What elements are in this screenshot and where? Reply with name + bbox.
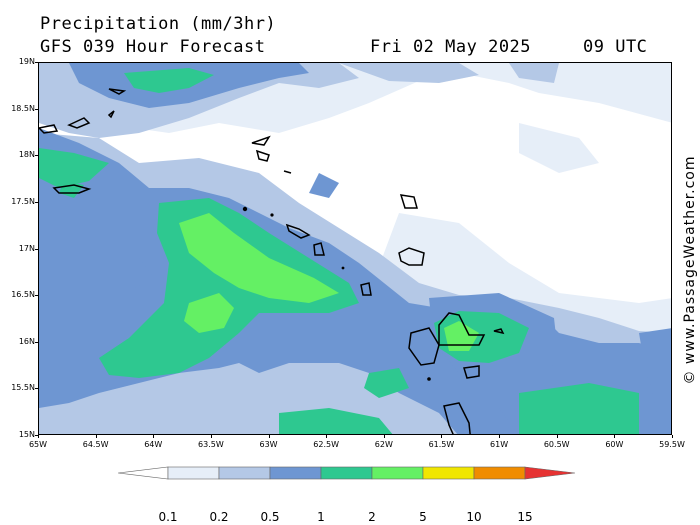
legend-label: 5 [419, 510, 427, 524]
lon-label: 63W [259, 440, 278, 449]
lon-tick [383, 435, 385, 438]
legend-label: 0.5 [260, 510, 280, 524]
lon-tick [672, 435, 673, 438]
legend-label: 15 [517, 510, 533, 524]
legend-label: 10 [466, 510, 482, 524]
small-islands [242, 206, 431, 381]
legend-label: 0.2 [209, 510, 229, 524]
watermark: © www.PassageWeather.com [682, 155, 698, 385]
forecast-label: GFS 039 Hour Forecast [40, 37, 266, 57]
lat-tick [35, 108, 38, 110]
lon-tick [614, 435, 616, 438]
lat-tick [35, 155, 38, 157]
legend-swatch [371, 466, 424, 480]
lat-tick [35, 248, 38, 250]
lat-tick [35, 341, 38, 343]
lon-label: 60W [605, 440, 624, 449]
lat-label: 18.5N [11, 103, 35, 113]
legend-label: 0.1 [158, 510, 178, 524]
lon-tick [499, 435, 501, 438]
lat-tick [35, 62, 38, 63]
forecast-time: 09 UTC [583, 37, 648, 57]
lon-tick [441, 435, 443, 438]
lon-tick [268, 435, 270, 438]
lon-tick [95, 435, 97, 438]
lon-label: 62.5W [313, 440, 340, 449]
lon-label: 61W [490, 440, 509, 449]
lat-label: 16.5N [11, 290, 35, 300]
map-canvas [39, 63, 671, 434]
lat-label: 15.5N [11, 383, 35, 393]
lat-label: 15N [18, 430, 35, 439]
precip-level-2 [179, 213, 479, 351]
lon-tick [556, 435, 558, 438]
coastlines [39, 88, 505, 434]
legend-label: 1 [317, 510, 325, 524]
legend-label: 2 [368, 510, 376, 524]
legend-swatch [167, 466, 220, 480]
lon-tick [210, 435, 212, 438]
lon-label: 62W [374, 440, 393, 449]
lat-label: 18N [18, 150, 35, 160]
legend-swatch [218, 466, 271, 480]
lat-label: 19N [18, 57, 35, 66]
precipitation-legend [118, 466, 576, 480]
lat-tick [35, 388, 38, 390]
lat-label: 17.5N [11, 196, 35, 206]
lon-label: 60.5W [543, 440, 570, 449]
lon-label: 63.5W [198, 440, 224, 449]
legend-swatch [320, 466, 373, 480]
map-title: Precipitation (mm/3hr) [40, 14, 277, 34]
lon-label: 65W [28, 440, 48, 449]
forecast-date: Fri 02 May 2025 [370, 37, 532, 57]
lat-tick [35, 201, 38, 203]
legend-swatch [422, 466, 475, 480]
lon-label: 61.5W [428, 440, 455, 449]
lon-label: 59.5W [659, 440, 685, 449]
legend-swatch [473, 466, 526, 480]
lat-tick [35, 295, 38, 297]
lon-tick [153, 435, 155, 438]
lat-label: 17N [18, 243, 35, 253]
lat-label: 16N [18, 336, 35, 346]
precipitation-map[interactable] [38, 62, 672, 435]
legend-arrow-high [524, 466, 576, 480]
lon-label: 64W [144, 440, 163, 449]
lon-tick [38, 435, 39, 438]
lon-label: 64.5W [82, 440, 109, 449]
legend-arrow-low [118, 466, 169, 480]
lon-tick [326, 435, 328, 438]
lat-tick [35, 435, 38, 436]
legend-swatch [269, 466, 322, 480]
